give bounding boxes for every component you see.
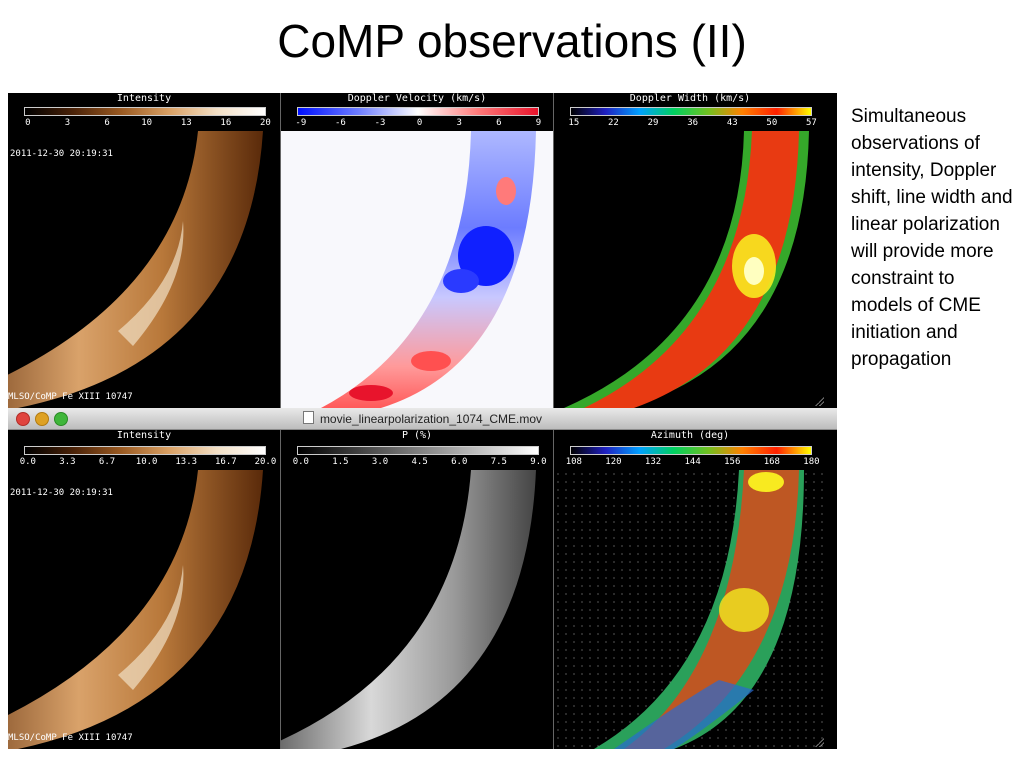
tick-label: 3.3 <box>59 457 76 467</box>
tick-label: 6.7 <box>98 457 116 467</box>
doppler-velocity-panel: Doppler Velocity (km/s) -9 -6 -3 0 3 6 9 <box>281 93 554 408</box>
resize-grip-icon[interactable] <box>814 737 824 747</box>
tick-label: 13.3 <box>175 457 198 467</box>
window-title: movie_linearpolarization_1074_CME.mov <box>8 411 837 426</box>
tick-label: 43 <box>726 118 738 128</box>
tick-label: 0.0 <box>292 457 309 467</box>
tick-label: 57 <box>806 118 817 128</box>
tick-label: 3.0 <box>371 457 389 467</box>
tick-label: 16.7 <box>214 457 237 467</box>
tick-label: -6 <box>335 118 346 128</box>
timestamp-label: 2011-12-30 20:19:31 <box>10 149 113 159</box>
resize-grip-icon[interactable] <box>814 396 824 406</box>
intensity-colorbar <box>24 446 266 455</box>
doppler-colorbar <box>297 107 539 116</box>
azimuth-panel: Azimuth (deg) 108 120 132 144 156 168 18… <box>554 430 826 749</box>
timestamp-label: 2011-12-30 20:19:31 <box>10 488 113 498</box>
tick-label: 6.0 <box>451 457 468 467</box>
linear-polarization-movie-window[interactable]: movie_linearpolarization_1074_CME.mov In… <box>8 408 837 749</box>
tick-label: 108 <box>565 457 582 467</box>
doppler-velocity-image <box>281 131 553 408</box>
intensity-image: 2011-12-30 20:19:31 MLSO/CoMP Fe XIII 10… <box>8 470 280 749</box>
azimuth-image <box>554 470 826 749</box>
azimuth-colorbar <box>570 446 812 455</box>
tick-label: 6 <box>496 118 502 128</box>
tick-label: 3 <box>456 118 462 128</box>
tick-label: 10 <box>141 118 153 128</box>
tick-label: 10.0 <box>135 457 158 467</box>
colorbar-title: Doppler Width (km/s) <box>629 93 751 104</box>
polarization-colorbar <box>297 446 539 455</box>
tick-label: 36 <box>687 118 699 128</box>
tick-label: 6 <box>104 118 110 128</box>
instrument-label: MLSO/CoMP Fe XIII 10747 <box>8 733 133 743</box>
tick-label: 16 <box>220 118 232 128</box>
colorbar-title: Intensity <box>116 430 172 441</box>
doppler-width-panel: Doppler Width (km/s) 15 22 29 36 43 50 5… <box>554 93 826 408</box>
tick-label: 29 <box>647 118 659 128</box>
close-icon[interactable] <box>16 412 30 426</box>
tick-label: 9.0 <box>530 457 547 467</box>
colorbar-title: Doppler Velocity (km/s) <box>347 93 487 104</box>
tick-label: -3 <box>374 118 386 128</box>
tick-label: 22 <box>608 118 619 128</box>
width-colorbar <box>570 107 812 116</box>
tick-label: 1.5 <box>332 457 349 467</box>
tick-label: 50 <box>766 118 778 128</box>
tick-label: 7.5 <box>490 457 507 467</box>
tick-label: 9 <box>535 118 542 128</box>
tick-label: 156 <box>724 457 741 467</box>
intensity-panel: Intensity 0.0 3.3 6.7 10.0 13.3 16.7 20.… <box>8 430 281 749</box>
tick-label: 13 <box>180 118 192 128</box>
tick-label: 132 <box>644 457 662 467</box>
intensity-panel: Intensity 0 3 6 10 13 16 20 2011-12-30 2… <box>8 93 281 408</box>
window-title-text: movie_linearpolarization_1074_CME.mov <box>319 412 543 426</box>
intensity-image: 2011-12-30 20:19:31 MLSO/CoMP Fe XIII 10… <box>8 131 280 408</box>
intensity-colorbar <box>24 107 266 116</box>
colorbar-title: Intensity <box>116 93 172 104</box>
tick-label: 15 <box>568 118 580 128</box>
document-icon <box>302 411 314 424</box>
description-text: Simultaneous observations of intensity, … <box>851 106 1013 370</box>
window-titlebar[interactable]: movie_linearpolarization_1074_CME.mov <box>8 408 837 430</box>
tick-label: 180 <box>803 457 820 467</box>
slide-title: CoMP observations (II) <box>277 15 747 67</box>
tick-label: 0.0 <box>19 457 36 467</box>
tick-label: 20 <box>260 118 271 128</box>
tick-label: 3 <box>64 118 71 128</box>
minimize-icon[interactable] <box>35 412 49 426</box>
zoom-icon[interactable] <box>54 412 68 426</box>
colorbar-title: P (%) <box>401 430 433 441</box>
colorbar-title: Azimuth (deg) <box>650 430 730 441</box>
tick-label: 168 <box>763 457 780 467</box>
tick-label: 0 <box>25 118 31 128</box>
polarization-image <box>281 470 553 749</box>
tick-label: 144 <box>684 457 701 467</box>
doppler-width-image <box>554 131 826 408</box>
tick-label: 0 <box>416 118 423 128</box>
tick-label: 120 <box>605 457 622 467</box>
instrument-label: MLSO/CoMP Fe XIII 10747 <box>8 392 133 402</box>
tick-label: 4.5 <box>411 457 428 467</box>
top-movie-window[interactable]: Intensity 0 3 6 10 13 16 20 2011-12-30 2… <box>8 93 837 408</box>
tick-label: -9 <box>295 118 307 128</box>
polarization-panel: P (%) 0.0 1.5 3.0 4.5 6.0 7.5 9.0 <box>281 430 554 749</box>
tick-label: 20.0 <box>254 457 277 467</box>
